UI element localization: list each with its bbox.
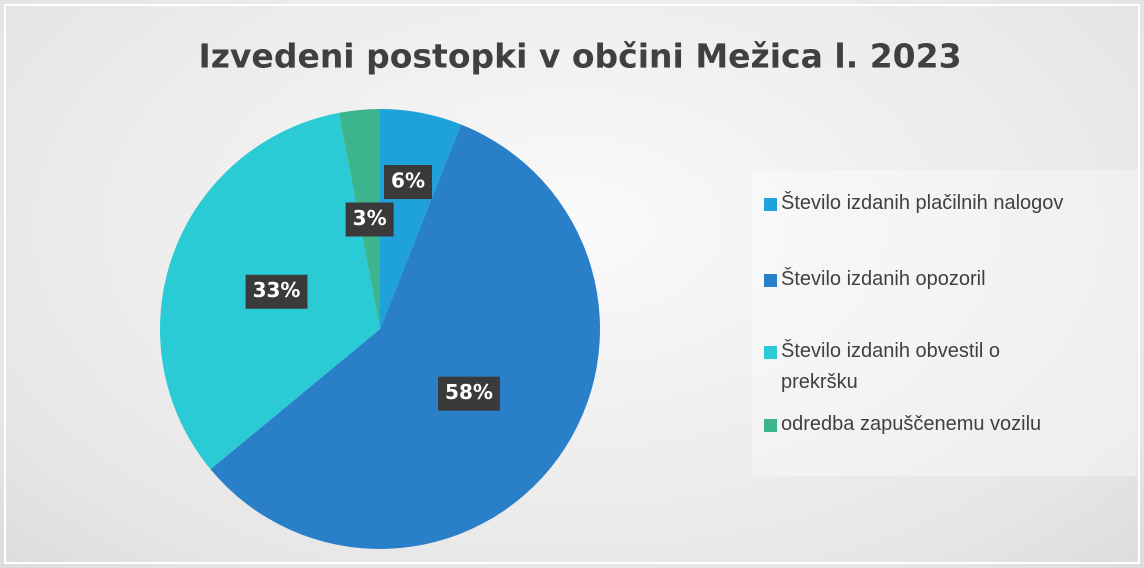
pie-slice: [380, 109, 461, 329]
legend-label: Število izdanih plačilnih nalogov: [781, 192, 1064, 214]
pie-slice: [210, 124, 600, 550]
legend-swatch: [764, 346, 777, 359]
legend-swatch: [764, 419, 777, 432]
legend-label: odredba zapuščenemu vozilu: [781, 413, 1042, 435]
value-label-box: [245, 274, 308, 309]
legend-label: Število izdanih obvestil o prekršku: [781, 340, 1001, 393]
frame: [4, 4, 1140, 564]
legend-entry: odredba zapuščenemu vozilu: [764, 409, 1124, 440]
value-label-box: [345, 202, 394, 237]
value-label: 3%: [353, 206, 387, 230]
value-label: 58%: [445, 380, 493, 404]
legend-swatch: [764, 198, 777, 211]
chart-title: Izvedeni postopki v občini Mežica l. 202…: [198, 37, 961, 76]
legend: Število izdanih plačilnih nalogov Število…: [752, 170, 1137, 476]
value-label: 6%: [391, 169, 425, 193]
legend-label: Število izdanih opozoril: [781, 268, 986, 290]
legend-entry: Število izdanih plačilnih nalogov: [764, 188, 1124, 219]
value-label: 33%: [253, 278, 301, 302]
legend-swatch: [764, 274, 777, 287]
legend-entry: Število izdanih opozoril: [764, 264, 1124, 295]
legend-entry: Število izdanih obvestil o prekršku: [764, 336, 1124, 398]
value-label-box: [438, 376, 500, 411]
value-label-box: [384, 165, 433, 200]
